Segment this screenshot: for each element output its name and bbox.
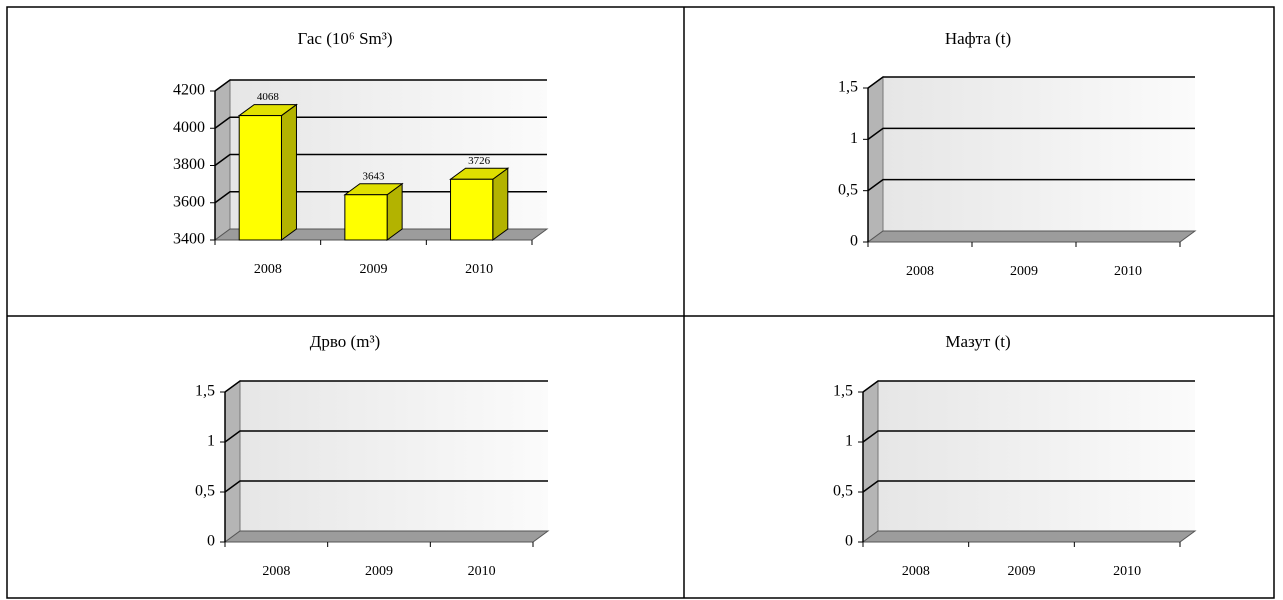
grid-line xyxy=(214,153,547,167)
grid-line xyxy=(867,178,1195,192)
table-border xyxy=(6,6,1275,599)
chart-title: Дрво (m³) xyxy=(310,332,380,351)
chart-title: Нафта (t) xyxy=(945,29,1011,48)
grid-line xyxy=(214,79,547,92)
y-tick-label: 1,5 xyxy=(195,383,215,400)
floor xyxy=(866,230,1197,243)
bar-side xyxy=(280,103,297,241)
x-tick-label: 2009 xyxy=(1008,564,1036,579)
grid-line xyxy=(862,380,1195,393)
y-tick-label: 0,5 xyxy=(838,181,858,198)
y-tick-label: 1,5 xyxy=(838,79,858,96)
y-tick-label: 3800 xyxy=(173,156,205,173)
x-tick-label: 2008 xyxy=(254,262,282,277)
y-tick-label: 3400 xyxy=(173,231,205,248)
side-wall xyxy=(224,380,241,543)
y-tick-label: 1 xyxy=(850,130,858,147)
floor xyxy=(223,530,550,543)
grid-line xyxy=(862,430,1195,443)
x-tick-label: 2009 xyxy=(365,564,393,579)
bar-side xyxy=(492,167,509,241)
chart-title: Мазут (t) xyxy=(945,332,1010,351)
y-tick-label: 0 xyxy=(845,533,853,550)
grid-line xyxy=(214,191,547,204)
x-tick-label: 2008 xyxy=(906,264,934,279)
x-tick-label: 2010 xyxy=(1113,564,1141,579)
grid-line xyxy=(224,430,548,443)
y-tick-label: 3600 xyxy=(173,193,205,210)
side-wall xyxy=(867,76,884,243)
back-wall xyxy=(883,77,1195,231)
bar xyxy=(238,115,282,241)
x-tick-label: 2010 xyxy=(465,262,493,277)
x-tick-label: 2008 xyxy=(902,564,930,579)
y-tick-label: 0,5 xyxy=(195,483,215,500)
x-tick-label: 2010 xyxy=(468,564,496,579)
value-label: 3726 xyxy=(468,155,491,167)
value-label: 4068 xyxy=(257,91,280,103)
y-tick-label: 1 xyxy=(845,433,853,450)
y-tick-label: 4200 xyxy=(173,82,205,99)
floor xyxy=(861,530,1197,543)
grid-line xyxy=(224,480,548,493)
y-tick-label: 1 xyxy=(207,433,215,450)
back-wall xyxy=(240,381,548,531)
y-tick-label: 0,5 xyxy=(833,483,853,500)
x-tick-label: 2010 xyxy=(1114,264,1142,279)
y-tick-label: 0 xyxy=(207,533,215,550)
x-tick-label: 2009 xyxy=(360,262,388,277)
grid-line xyxy=(224,380,548,393)
grid-line xyxy=(862,480,1195,493)
y-tick-label: 4000 xyxy=(173,119,205,136)
grid-line xyxy=(214,116,547,129)
y-tick-label: 1,5 xyxy=(833,383,853,400)
chart-title: Гас (10⁶ Sm³) xyxy=(297,29,392,48)
side-wall xyxy=(862,380,879,543)
value-label: 3643 xyxy=(363,170,386,182)
grid-line xyxy=(867,127,1195,140)
back-wall xyxy=(878,381,1195,531)
y-tick-label: 0 xyxy=(850,233,858,250)
bar xyxy=(450,178,494,241)
grid-line xyxy=(867,76,1195,89)
x-tick-label: 2009 xyxy=(1010,264,1038,279)
x-tick-label: 2008 xyxy=(262,564,290,579)
bar xyxy=(344,194,388,241)
